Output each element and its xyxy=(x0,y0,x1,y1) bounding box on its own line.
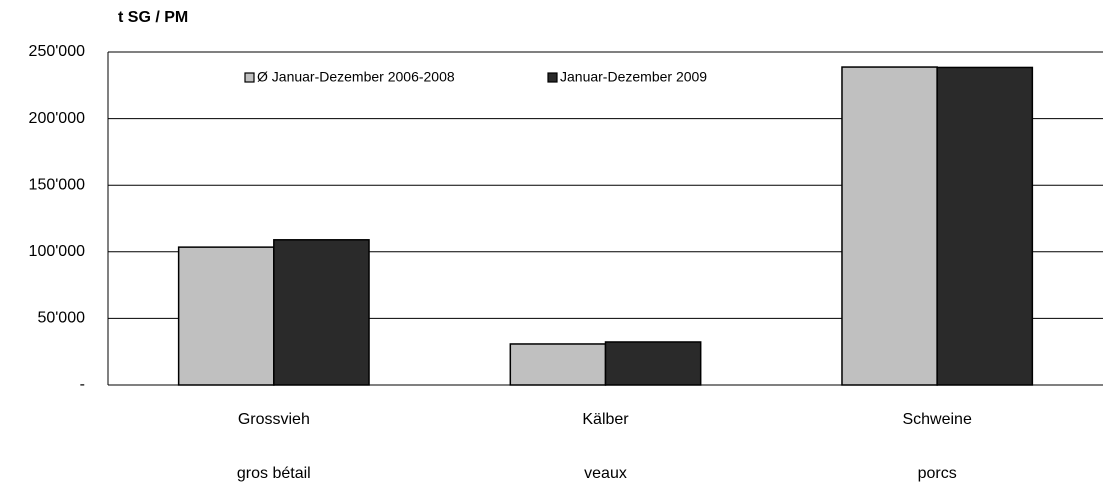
legend: Ø Januar-Dezember 2006-2008 Januar-Dezemb… xyxy=(244,69,707,85)
legend-label: Ø Januar-Dezember 2006-2008 xyxy=(257,69,455,85)
legend-swatch xyxy=(547,72,558,83)
y-tick-label: 200'000 xyxy=(29,110,86,127)
bar xyxy=(509,343,607,386)
x-tick-label: veaux xyxy=(584,465,627,482)
x-tick-label: gros bétail xyxy=(237,465,311,482)
x-tick-label: Kälber xyxy=(582,411,629,428)
y-tick-label: 150'000 xyxy=(29,176,86,193)
legend-swatch xyxy=(244,72,255,83)
bar xyxy=(841,66,938,386)
x-tick-label: Schweine xyxy=(902,411,971,428)
y-tick-label: - xyxy=(80,376,85,393)
bar xyxy=(177,246,275,386)
bar xyxy=(604,341,702,386)
bar xyxy=(273,239,370,386)
bar xyxy=(936,66,1034,386)
x-tick-label: Grossvieh xyxy=(238,411,310,428)
legend-label: Januar-Dezember 2009 xyxy=(560,69,707,85)
x-tick-label: porcs xyxy=(918,465,957,482)
y-axis-title: t SG / PM xyxy=(118,9,188,26)
y-tick-label: 250'000 xyxy=(29,43,86,60)
y-tick-label: 100'000 xyxy=(29,243,86,260)
y-tick-label: 50'000 xyxy=(37,310,85,327)
